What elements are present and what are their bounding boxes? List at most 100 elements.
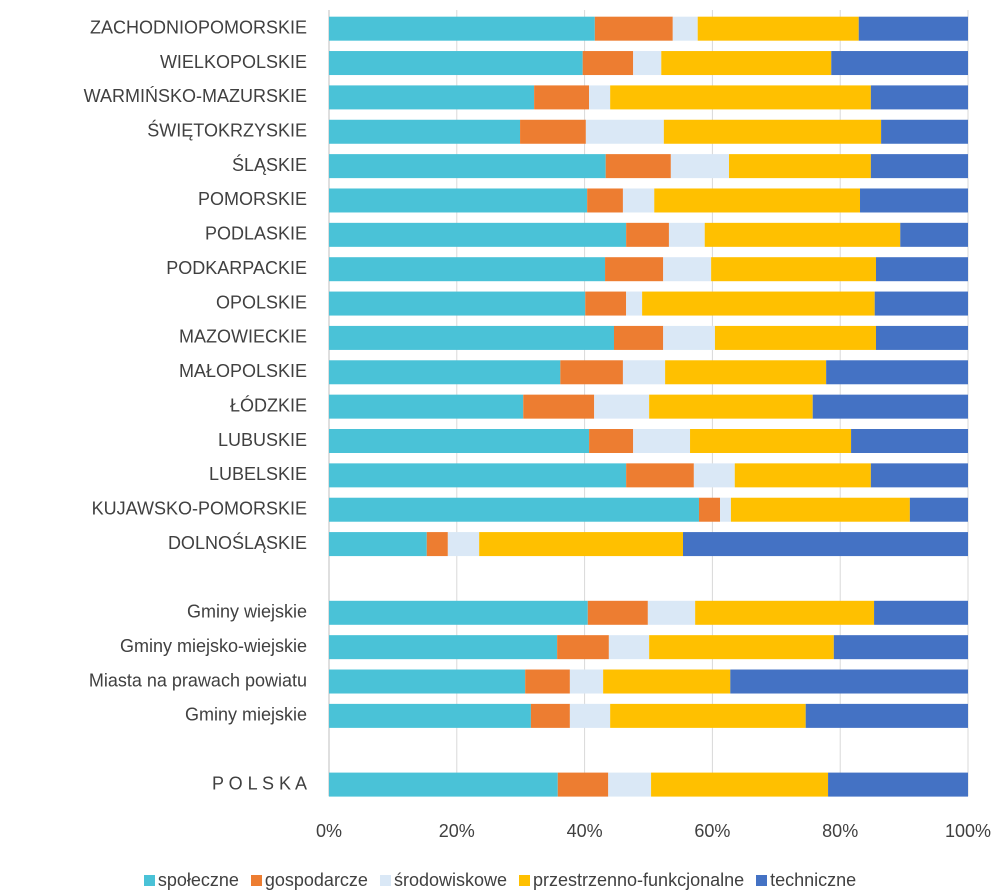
y-tick-label: Gminy miejsko-wiejskie xyxy=(120,636,307,656)
x-tick-label: 100% xyxy=(945,821,991,841)
legend: społeczne gospodarcze środowiskowe przestrz… xyxy=(0,870,1000,891)
bar-segment xyxy=(698,497,721,522)
bar-segment xyxy=(683,532,968,557)
bar-segment xyxy=(594,16,673,41)
bar-segment xyxy=(622,360,666,385)
bar-segment xyxy=(329,703,531,728)
bar-segment xyxy=(874,291,968,316)
bar-segment xyxy=(329,772,558,797)
bar-segment xyxy=(870,154,968,179)
bar-segment xyxy=(329,119,521,144)
legend-item: przestrzenno-funkcjonalne xyxy=(519,870,744,891)
y-tick-label: LUBUSKIE xyxy=(218,430,307,450)
bar-segment xyxy=(520,119,586,144)
bar-segment xyxy=(530,703,570,728)
bar-segment xyxy=(608,635,650,660)
bar-segment xyxy=(900,222,968,247)
legend-item: techniczne xyxy=(756,870,856,891)
bar-segment xyxy=(523,394,595,419)
y-tick-label: MAZOWIECKIE xyxy=(179,327,307,347)
bar-segment xyxy=(633,429,691,453)
y-tick-label: LUBELSKIE xyxy=(209,464,307,484)
bar-segment xyxy=(585,291,627,316)
bar-segment xyxy=(613,325,664,350)
bar-segment xyxy=(329,429,590,453)
x-tick-label: 60% xyxy=(694,821,730,841)
bar-segment xyxy=(697,16,859,41)
x-tick-label: 0% xyxy=(316,821,342,841)
bar-segment xyxy=(734,463,871,488)
bar-segment xyxy=(651,772,829,797)
bar-segment xyxy=(329,291,586,316)
bar-segment xyxy=(329,360,561,385)
bar-segment xyxy=(557,772,609,797)
bar-segment xyxy=(881,119,968,144)
bar-segment xyxy=(479,532,684,557)
y-tick-label: WARMIŃSKO-MAZURSKIE xyxy=(84,86,307,106)
bar-segment xyxy=(329,154,606,179)
bar-segment xyxy=(826,360,968,385)
legend-label: przestrzenno-funkcjonalne xyxy=(533,870,745,890)
bar-segment xyxy=(329,188,588,213)
bar-segment xyxy=(329,635,558,660)
legend-swatch xyxy=(143,875,155,886)
legend-label: techniczne xyxy=(770,870,857,890)
y-tick-label: Gminy miejskie xyxy=(185,705,307,725)
bar-segment xyxy=(672,16,698,41)
bar-segment xyxy=(663,325,715,350)
bar-segment xyxy=(690,429,852,453)
bar-segment xyxy=(695,600,875,625)
bar-segment xyxy=(569,703,611,728)
legend-item: społeczne xyxy=(143,870,239,891)
bar-segment xyxy=(447,532,480,557)
y-tick-label: KUJAWSKO-POMORSKIE xyxy=(92,498,307,518)
bar-segment xyxy=(605,154,671,179)
bar-segment xyxy=(610,85,871,110)
bar-segment xyxy=(828,772,968,797)
bar-segment xyxy=(805,703,968,728)
bar-segment xyxy=(626,463,694,488)
y-tick-label: DOLNOŚLĄSKIE xyxy=(168,532,307,553)
bar-segment xyxy=(610,703,806,728)
bar-segment xyxy=(426,532,448,557)
y-tick-label: P O L S K A xyxy=(212,773,307,793)
y-tick-label: WIELKOPOLSKIE xyxy=(160,52,307,72)
bar-segment xyxy=(594,394,650,419)
y-tick-label: ŚWIĘTOKRZYSKIE xyxy=(147,120,307,141)
bar-segment xyxy=(633,51,662,76)
bar-segment xyxy=(663,257,712,282)
y-tick-label: ŁÓDZKIE xyxy=(230,394,307,415)
bar-segment xyxy=(329,85,535,110)
bar-segment xyxy=(525,669,570,694)
bar-segment xyxy=(557,635,609,660)
bar-segment xyxy=(704,222,901,247)
bar-segment xyxy=(649,635,834,660)
bar-segment xyxy=(329,394,524,419)
bar-segment xyxy=(714,325,876,350)
bar-segment xyxy=(711,257,876,282)
legend-swatch xyxy=(519,875,530,886)
bar-segment xyxy=(608,772,652,797)
y-tick-label: Gminy wiejskie xyxy=(187,602,307,622)
bar-segment xyxy=(909,497,968,522)
bar-segment xyxy=(874,600,968,625)
bar-segment xyxy=(831,51,968,76)
bar-segment xyxy=(661,51,832,76)
bar-segment xyxy=(870,463,968,488)
plot: 0% 20% 40% 60% 80% 100% ZACHODNIOPOMORSKIE WIEL… xyxy=(84,10,991,841)
bar-segment xyxy=(730,669,968,694)
bar-segment xyxy=(812,394,968,419)
bar-segment xyxy=(622,188,655,213)
x-tick-label: 80% xyxy=(822,821,858,841)
legend-label: gospodarcze xyxy=(264,870,368,890)
bar-segment xyxy=(585,119,664,144)
legend-swatch xyxy=(756,875,768,886)
bar-segment xyxy=(851,429,968,453)
bar-segment xyxy=(329,532,427,557)
bar-segment xyxy=(729,154,871,179)
bar-segment xyxy=(626,222,669,247)
y-tick-label: ZACHODNIOPOMORSKIE xyxy=(90,17,307,37)
bar-segment xyxy=(693,463,735,488)
bar-segment xyxy=(534,85,590,110)
